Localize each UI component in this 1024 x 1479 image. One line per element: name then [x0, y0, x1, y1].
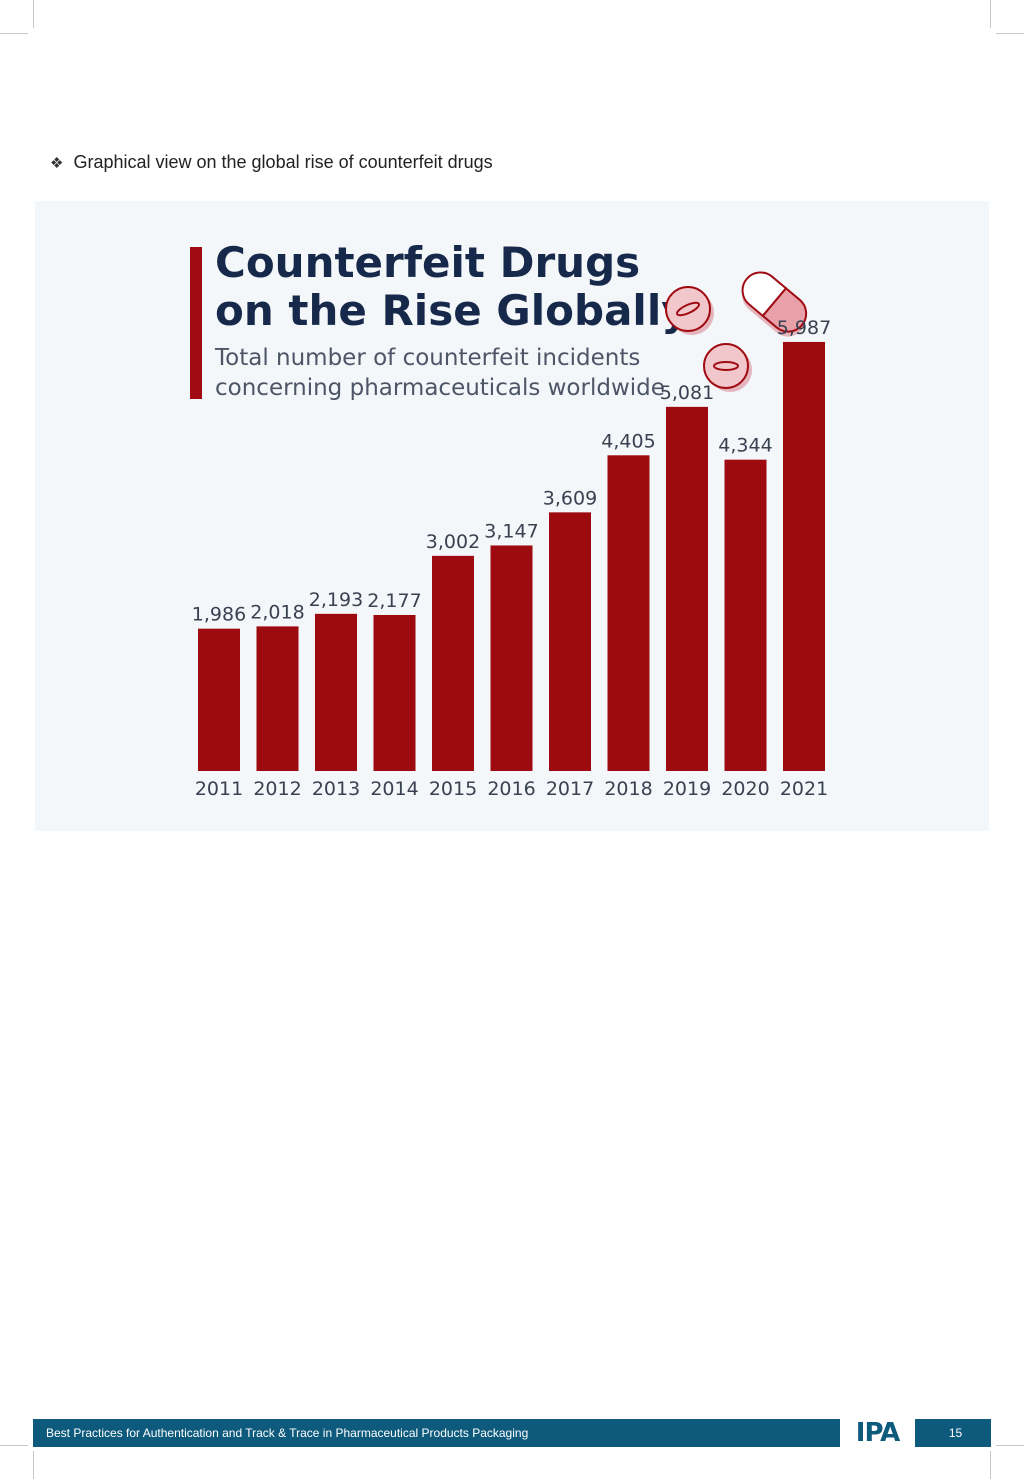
data-label: 4,405 — [601, 430, 655, 452]
bar-2011 — [198, 628, 240, 771]
footer-text: Best Practices for Authentication and Tr… — [46, 1426, 529, 1440]
bullet-text: Graphical view on the global rise of cou… — [73, 152, 493, 172]
data-label: 4,344 — [718, 435, 772, 457]
crop-mark — [990, 1451, 991, 1479]
x-tick-label: 2015 — [429, 778, 477, 800]
x-tick-label: 2014 — [370, 778, 418, 800]
diamond-bullet-icon: ❖ — [50, 154, 64, 172]
data-label: 3,609 — [543, 487, 597, 509]
data-label: 3,002 — [426, 531, 480, 553]
title-line-2: on the Rise Globally — [215, 286, 689, 335]
subtitle-line-2: concerning pharmaceuticals worldwide — [215, 375, 665, 401]
x-tick-label: 2011 — [195, 778, 243, 800]
crop-mark — [996, 1445, 1024, 1446]
infographic-title: Counterfeit Drugs on the Rise Globally — [215, 239, 689, 335]
bar-2017 — [549, 512, 591, 771]
crop-mark — [0, 1445, 28, 1446]
crop-mark — [990, 0, 991, 28]
title-line-1: Counterfeit Drugs — [215, 238, 641, 287]
bar-chart: 1,986 2011 2,018 2012 2,193 2013 2,177 2014 3,00… — [192, 317, 831, 800]
crop-mark — [996, 33, 1024, 34]
bar-2014 — [373, 614, 416, 771]
round-pill-icon — [703, 343, 752, 392]
bar-2016 — [490, 545, 533, 771]
bar-2013 — [315, 613, 357, 771]
x-tick-label: 2018 — [604, 778, 652, 800]
data-label: 2,018 — [250, 601, 304, 623]
data-label: 5,081 — [660, 382, 714, 404]
x-tick-label: 2019 — [663, 778, 711, 800]
crop-mark — [33, 0, 34, 28]
x-tick-label: 2017 — [546, 778, 594, 800]
logo-text: IPA — [855, 1418, 900, 1448]
x-tick-label: 2021 — [780, 778, 828, 800]
crop-mark — [0, 33, 28, 34]
subtitle-line-1: Total number of counterfeit incidents — [215, 345, 641, 371]
bar-2021 — [783, 341, 825, 771]
x-tick-label: 2020 — [721, 778, 769, 800]
round-pill-icon — [665, 286, 714, 335]
bar-2019 — [666, 406, 708, 771]
x-tick-label: 2013 — [312, 778, 360, 800]
title-accent-bar — [190, 247, 202, 399]
capsule-icon — [741, 271, 808, 337]
infographic-subtitle: Total number of counterfeit incidents co… — [215, 343, 665, 403]
data-label: 2,193 — [309, 589, 363, 611]
data-label: 2,177 — [367, 590, 421, 612]
pills-illustration — [665, 271, 808, 392]
bar-2015 — [432, 555, 474, 771]
ipa-logo: IPA — [840, 1418, 915, 1448]
x-tick-label: 2012 — [253, 778, 301, 800]
x-tick-label: 2016 — [487, 778, 535, 800]
data-label: 5,987 — [777, 317, 831, 339]
data-label: 1,986 — [192, 604, 246, 626]
bullet-point: ❖ Graphical view on the global rise of c… — [50, 152, 493, 173]
page-footer: Best Practices for Authentication and Tr… — [33, 1418, 991, 1448]
crop-mark — [33, 1451, 34, 1479]
infographic-panel: Counterfeit Drugs on the Rise Globally T… — [35, 201, 989, 831]
bar-2020 — [724, 459, 767, 771]
data-label: 3,147 — [484, 520, 538, 542]
page-number: 15 — [948, 1426, 963, 1440]
bar-2012 — [256, 626, 299, 771]
bar-2018 — [607, 455, 650, 771]
